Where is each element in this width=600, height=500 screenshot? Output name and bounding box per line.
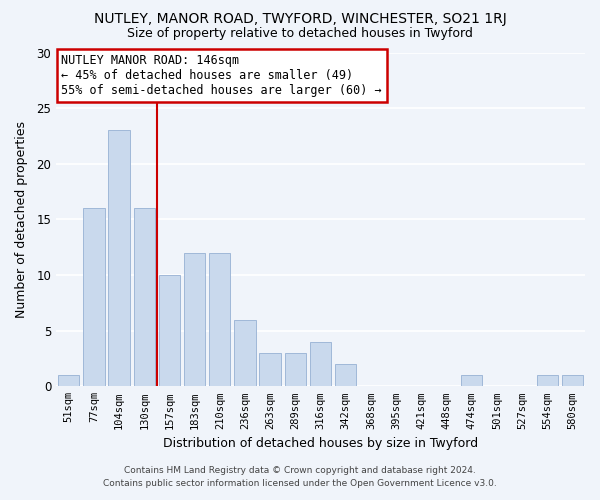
Y-axis label: Number of detached properties: Number of detached properties <box>15 121 28 318</box>
Bar <box>159 275 180 386</box>
Bar <box>562 375 583 386</box>
Bar <box>335 364 356 386</box>
Bar <box>83 208 104 386</box>
Bar <box>310 342 331 386</box>
Bar <box>284 353 306 386</box>
Bar <box>234 320 256 386</box>
Text: NUTLEY, MANOR ROAD, TWYFORD, WINCHESTER, SO21 1RJ: NUTLEY, MANOR ROAD, TWYFORD, WINCHESTER,… <box>94 12 506 26</box>
Text: Contains HM Land Registry data © Crown copyright and database right 2024.
Contai: Contains HM Land Registry data © Crown c… <box>103 466 497 487</box>
Bar <box>109 130 130 386</box>
Bar <box>134 208 155 386</box>
Bar <box>184 253 205 386</box>
Text: Size of property relative to detached houses in Twyford: Size of property relative to detached ho… <box>127 28 473 40</box>
Bar <box>536 375 558 386</box>
Bar <box>461 375 482 386</box>
X-axis label: Distribution of detached houses by size in Twyford: Distribution of detached houses by size … <box>163 437 478 450</box>
Bar <box>58 375 79 386</box>
Bar <box>209 253 230 386</box>
Bar <box>259 353 281 386</box>
Text: NUTLEY MANOR ROAD: 146sqm
← 45% of detached houses are smaller (49)
55% of semi-: NUTLEY MANOR ROAD: 146sqm ← 45% of detac… <box>61 54 382 97</box>
